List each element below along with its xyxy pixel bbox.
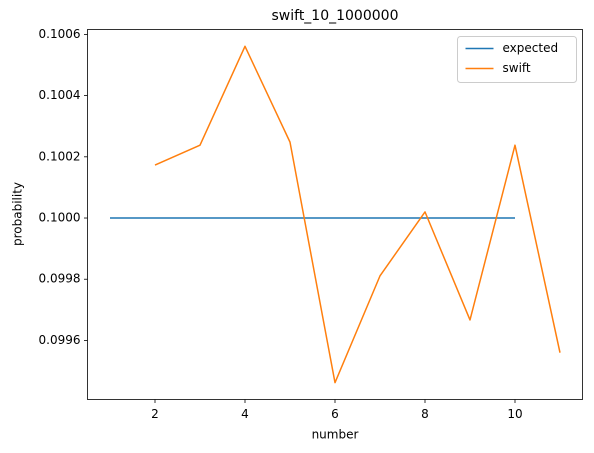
chart-title: swift_10_1000000 — [272, 8, 399, 24]
y-axis-label: probability — [11, 182, 25, 246]
y-tick-label: 0.0996 — [39, 333, 81, 347]
x-tick-label: 2 — [151, 407, 159, 421]
legend-label: expected — [503, 41, 559, 55]
x-tick-label: 8 — [421, 407, 429, 421]
legend-label: swift — [503, 61, 531, 75]
y-tick-label: 0.0998 — [39, 272, 81, 286]
y-tick-label: 0.1002 — [39, 149, 81, 163]
x-tick-label: 6 — [331, 407, 339, 421]
plot-frame — [87, 29, 583, 400]
x-axis-label: number — [312, 428, 359, 442]
y-tick-label: 0.1004 — [39, 88, 81, 102]
line — [154, 45, 561, 384]
y-tick-label: 0.1000 — [39, 211, 81, 225]
legend: expected swift — [457, 36, 577, 83]
y-tick-label: 0.1006 — [39, 27, 81, 41]
x-tick-label: 10 — [507, 407, 522, 421]
x-tick-label: 4 — [241, 407, 249, 421]
